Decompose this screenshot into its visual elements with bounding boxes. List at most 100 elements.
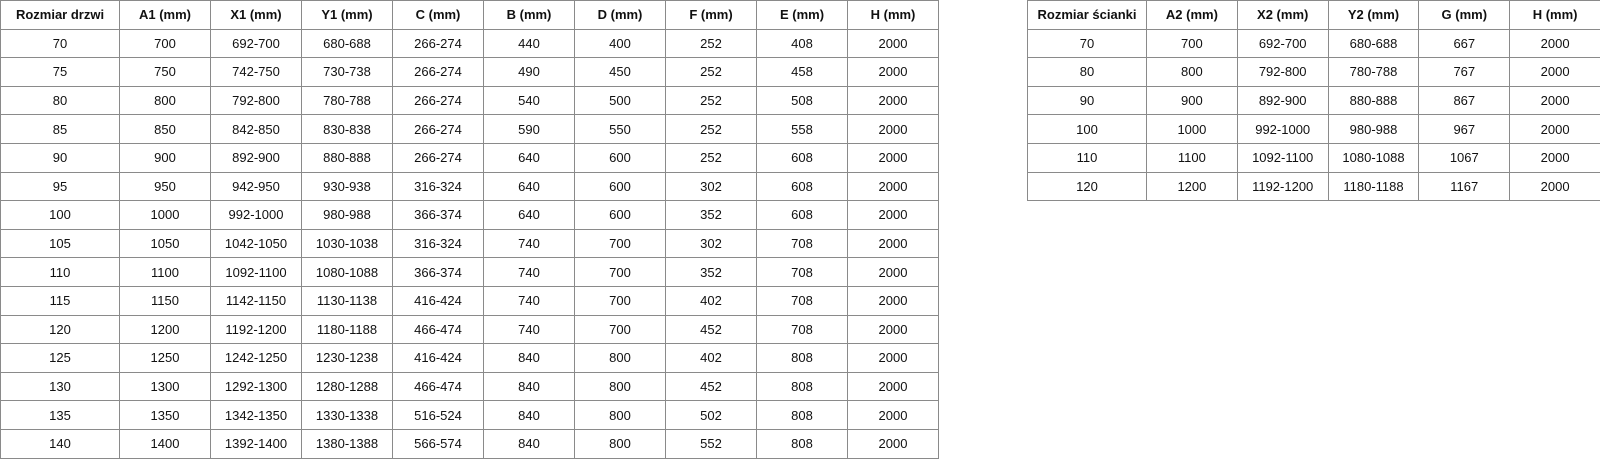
table-cell: 608	[756, 171, 848, 202]
table-cell: 266-274	[392, 114, 484, 144]
table-cell: 900	[1146, 85, 1238, 116]
table-cell: 490	[483, 57, 575, 87]
table-cell: 680-688	[301, 28, 393, 59]
table-cell: 366-374	[392, 200, 484, 230]
table-cell: 800	[119, 85, 211, 116]
table-cell: 2000	[847, 400, 939, 430]
table-cell: 100	[1027, 114, 1147, 144]
table-cell: 708	[756, 285, 848, 316]
table-cell: 1200	[1146, 171, 1238, 202]
column-header: Rozmiar drzwi	[0, 0, 120, 30]
table-cell: 900	[119, 142, 211, 173]
table-cell: 800	[574, 343, 666, 373]
table-cell: 840	[483, 343, 575, 373]
table-cell: 352	[665, 200, 757, 230]
table-cell: 558	[756, 114, 848, 144]
table-cell: 1080-1088	[301, 257, 393, 287]
table-cell: 452	[665, 371, 757, 402]
table-cell: 2000	[847, 200, 939, 230]
table-cell: 2000	[847, 142, 939, 173]
table-cell: 2000	[1509, 114, 1600, 144]
table-cell: 1342-1350	[210, 400, 302, 430]
column-header: X2 (mm)	[1236, 0, 1329, 30]
table-cell: 550	[574, 114, 666, 144]
table-cell: 75	[0, 57, 120, 87]
table-cell: 2000	[847, 285, 939, 316]
table-cell: 2000	[847, 57, 939, 87]
table-row: 80 800 792-800 780-788 767 2000	[1027, 57, 1600, 87]
table-cell: 125	[0, 343, 120, 373]
table-cell: 80	[1027, 57, 1147, 87]
table-cell: 800	[1146, 57, 1238, 87]
table-cell: 400	[574, 28, 666, 59]
table-cell: 120	[0, 314, 120, 345]
table-cell: 700	[574, 257, 666, 287]
table-cell: 800	[574, 428, 666, 459]
column-header: Y2 (mm)	[1327, 0, 1420, 30]
table-cell: 880-888	[301, 142, 393, 173]
table-cell: 2000	[847, 28, 939, 59]
table-cell: 1350	[119, 400, 211, 430]
table-cell: 980-988	[301, 200, 393, 230]
table-cell: 502	[665, 400, 757, 430]
table-cell: 780-788	[1327, 57, 1420, 87]
table-cell: 2000	[847, 257, 939, 287]
table-cell: 1100	[119, 257, 211, 287]
column-header: E (mm)	[756, 0, 848, 30]
table-cell: 640	[483, 200, 575, 230]
table-row: 75 750 742-750 730-738 266-274 490 450 252 458 20…	[0, 57, 939, 87]
table-cell: 1300	[119, 371, 211, 402]
table-cell: 1092-1100	[1236, 142, 1329, 173]
table-cell: 840	[483, 428, 575, 459]
table-cell: 85	[0, 114, 120, 144]
table-cell: 840	[483, 400, 575, 430]
table-cell: 2000	[847, 171, 939, 202]
table-cell: 2000	[847, 314, 939, 345]
table-cell: 416-424	[392, 285, 484, 316]
table-cell: 252	[665, 142, 757, 173]
table-cell: 1180-1188	[301, 314, 393, 345]
table-cell: 266-274	[392, 57, 484, 87]
table-cell: 1142-1150	[210, 285, 302, 316]
table-cell: 100	[0, 200, 120, 230]
table-cell: 2000	[847, 114, 939, 144]
table-cell: 2000	[1509, 142, 1600, 173]
table-cell: 600	[574, 200, 666, 230]
table-cell: 1250	[119, 343, 211, 373]
table-row: 105 1050 1042-1050 1030-1038 316-324 740 700 30…	[0, 228, 939, 259]
table-cell: 1067	[1418, 142, 1511, 173]
table-cell: 70	[0, 28, 120, 59]
table-cell: 708	[756, 257, 848, 287]
table-cell: 266-274	[392, 85, 484, 116]
table-row: 90 900 892-900 880-888 867 2000	[1027, 85, 1600, 116]
door-dimensions-table: Rozmiar drzwi A1 (mm) X1 (mm) Y1 (mm) C (mm)…	[0, 0, 939, 459]
table-cell: 1080-1088	[1327, 142, 1420, 173]
table-cell: 600	[574, 142, 666, 173]
table-cell: 2000	[1509, 85, 1600, 116]
table-cell: 508	[756, 85, 848, 116]
table-cell: 800	[574, 400, 666, 430]
table-cell: 2000	[847, 371, 939, 402]
column-header: G (mm)	[1418, 0, 1511, 30]
table-cell: 640	[483, 171, 575, 202]
table-cell: 266-274	[392, 28, 484, 59]
column-header: H (mm)	[847, 0, 939, 30]
table-cell: 566-574	[392, 428, 484, 459]
table-cell: 1150	[119, 285, 211, 316]
table-cell: 130	[0, 371, 120, 402]
table-cell: 95	[0, 171, 120, 202]
table-cell: 1292-1300	[210, 371, 302, 402]
table-row: 100 1000 992-1000 980-988 366-374 640 600 352 60…	[0, 200, 939, 230]
table-cell: 466-474	[392, 314, 484, 345]
table-row: 90 900 892-900 880-888 266-274 640 600 252 608 20…	[0, 142, 939, 173]
table-cell: 842-850	[210, 114, 302, 144]
table-cell: 750	[119, 57, 211, 87]
column-header: A1 (mm)	[119, 0, 211, 30]
table-cell: 1280-1288	[301, 371, 393, 402]
table-cell: 708	[756, 228, 848, 259]
table-cell: 402	[665, 343, 757, 373]
table-cell: 458	[756, 57, 848, 87]
table-cell: 1167	[1418, 171, 1511, 202]
table-cell: 840	[483, 371, 575, 402]
table-cell: 667	[1418, 28, 1511, 59]
